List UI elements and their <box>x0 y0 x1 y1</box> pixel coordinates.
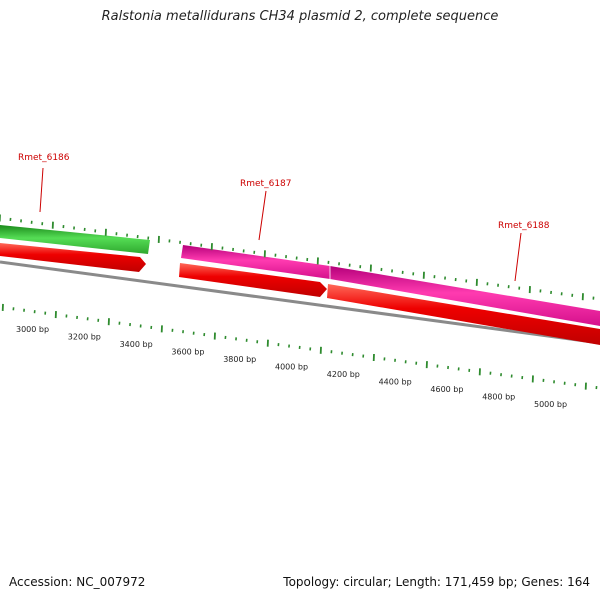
cds-arrow-3[interactable] <box>327 284 600 345</box>
coordinate-label: 3200 bp <box>68 333 101 342</box>
cds-arrow-1[interactable] <box>0 243 146 272</box>
accession-text: Accession: NC_007972 <box>9 575 146 589</box>
coordinate-label: 4800 bp <box>482 393 515 402</box>
coordinate-label: 4400 bp <box>379 378 412 387</box>
coordinate-label: 3000 bp <box>16 325 49 334</box>
label-line-rmet-6188 <box>514 232 522 282</box>
gene-label[interactable]: Rmet_6187 <box>240 179 292 189</box>
label-line-rmet-6187 <box>258 190 267 241</box>
cds-arrow-2[interactable] <box>179 263 327 297</box>
plasmid-backbone <box>0 260 600 345</box>
tick-row-upper <box>0 214 595 301</box>
summary-text: Topology: circular; Length: 171,459 bp; … <box>283 575 590 589</box>
gene-label[interactable]: Rmet_6186 <box>18 153 70 163</box>
coordinate-label: 4200 bp <box>327 370 360 379</box>
coordinate-label: 3600 bp <box>171 348 204 357</box>
coordinate-labels: 3000 bp 3200 bp 3400 bp 3600 bp 3800 bp 4000 … <box>16 325 567 409</box>
coordinate-label: 4000 bp <box>275 363 308 372</box>
gene-rmet-6186[interactable] <box>0 225 150 254</box>
gene-rmet-6188[interactable] <box>330 266 600 326</box>
map-title: Ralstonia metallidurans CH34 plasmid 2, … <box>101 9 499 24</box>
gene-label[interactable]: Rmet_6188 <box>498 221 550 231</box>
label-line-rmet-6186 <box>39 167 44 213</box>
coordinate-label: 3800 bp <box>223 355 256 364</box>
tick-row-lower <box>1 303 598 390</box>
coordinate-label: 5000 bp <box>534 400 567 409</box>
coordinate-label: 3400 bp <box>120 340 153 349</box>
coordinate-label: 4600 bp <box>430 385 463 394</box>
gene-rmet-6187[interactable] <box>181 245 330 279</box>
